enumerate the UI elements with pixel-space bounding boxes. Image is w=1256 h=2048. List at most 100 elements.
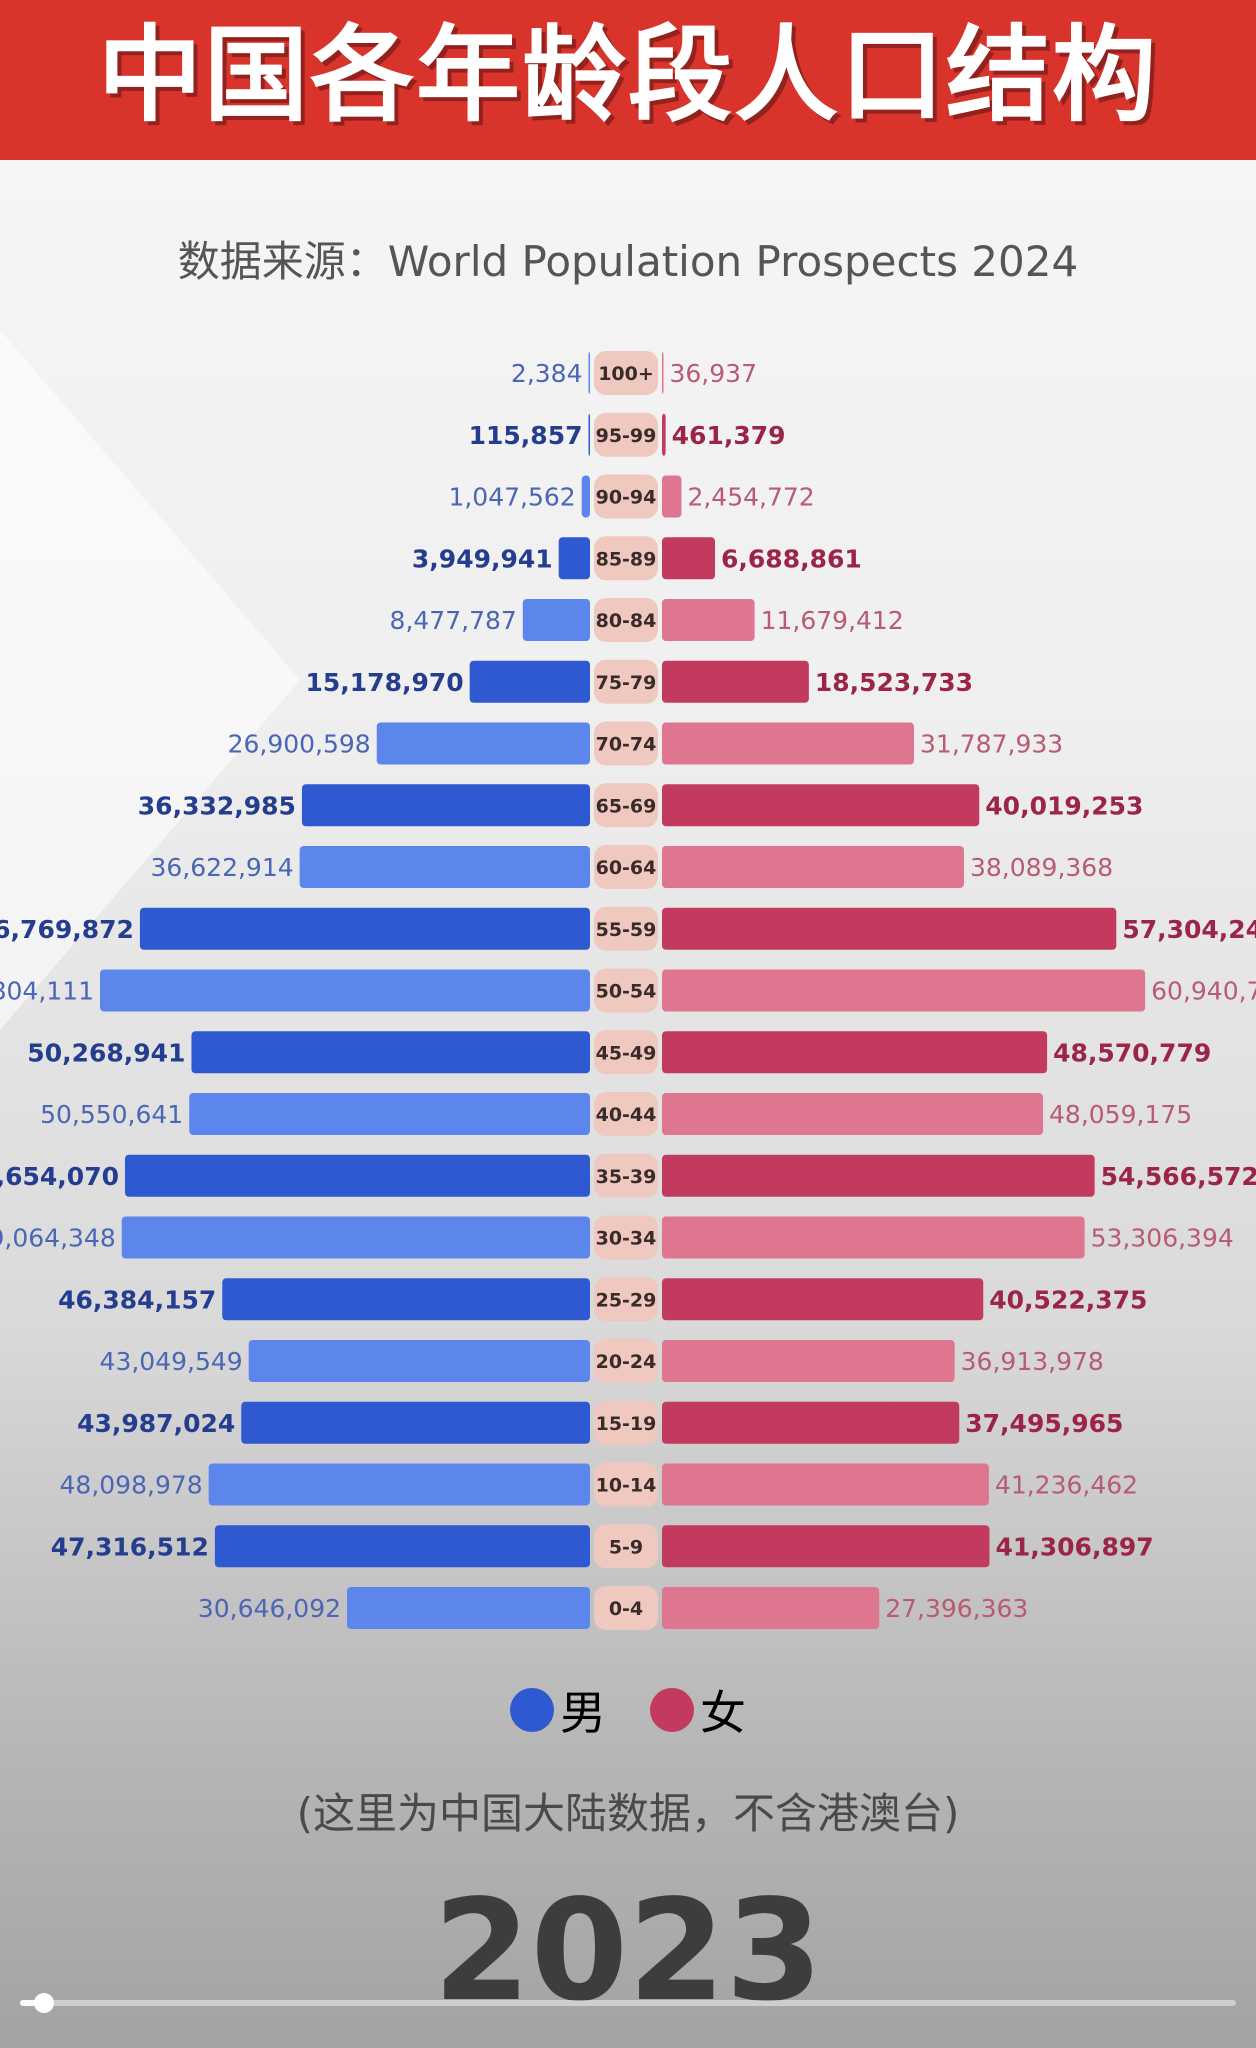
progress-fill	[20, 2000, 45, 2006]
male-value-label: 26,900,598	[228, 730, 371, 759]
age-group-pill	[594, 1524, 658, 1569]
age-group-label: 60-64	[596, 857, 657, 879]
female-bar-60-64	[662, 846, 964, 888]
male-bar-60-64	[299, 846, 590, 888]
male-value-label: 8,477,787	[390, 606, 517, 635]
female-value-label: 54,566,572	[1101, 1162, 1256, 1191]
female-bar-45-49	[662, 1031, 1048, 1074]
female-bar-55-59	[662, 907, 1117, 950]
age-group-label: 75-79	[596, 672, 657, 694]
female-value-label: 38,089,368	[970, 853, 1113, 882]
female-value-label: 53,306,394	[1091, 1224, 1234, 1253]
female-value-label: 57,304,248	[1122, 915, 1256, 944]
age-group-label: 10-14	[596, 1475, 657, 1497]
male-bar-5-9	[214, 1525, 590, 1568]
age-group-label: 85-89	[596, 548, 657, 570]
age-group-pill	[594, 1277, 658, 1322]
age-group-pill	[594, 906, 658, 951]
chart-legend: 男 女	[0, 1680, 1256, 1740]
female-value-label: 40,019,253	[985, 791, 1143, 820]
age-group-label: 50-54	[596, 981, 657, 1003]
female-bar-0-4	[662, 1587, 880, 1629]
male-bar-25-29	[222, 1278, 590, 1321]
female-bar-90-94	[662, 475, 682, 518]
female-value-label: 41,236,462	[995, 1471, 1138, 1500]
male-value-label: 46,384,157	[58, 1285, 216, 1314]
male-bar-55-59	[139, 907, 590, 950]
age-group-pill	[594, 1400, 658, 1445]
female-bar-15-19	[662, 1401, 960, 1444]
progress-knob[interactable]	[34, 1993, 55, 2013]
female-bar-70-74	[662, 722, 915, 765]
female-value-label: 18,523,733	[815, 668, 973, 697]
female-bar-80-84	[662, 599, 755, 641]
female-value-label: 11,679,412	[761, 606, 904, 635]
age-group-label: 40-44	[596, 1104, 657, 1126]
male-bar-70-74	[376, 722, 590, 765]
female-value-label: 27,396,363	[885, 1594, 1028, 1623]
population-pyramid-chart: 100+ 2,384 36,937 95-99 115,857 461,379 90-94 1…	[0, 351, 1256, 1630]
age-group-pill	[594, 412, 658, 457]
male-bar-35-39	[124, 1154, 590, 1197]
age-group-label: 35-39	[596, 1166, 657, 1188]
female-value-label: 461,379	[672, 421, 786, 450]
male-bar-0-4	[347, 1587, 590, 1629]
male-bar-15-19	[241, 1401, 590, 1444]
age-group-pill	[594, 783, 658, 828]
female-bar-65-69	[662, 784, 980, 827]
male-bar-100+	[588, 352, 590, 394]
age-group-pill	[594, 474, 658, 519]
age-group-label: 80-84	[596, 610, 657, 632]
legend-dot-male	[510, 1688, 554, 1732]
year-label: 2023	[433, 1870, 823, 2033]
female-value-label: 40,522,375	[989, 1285, 1147, 1314]
age-group-label: 15-19	[596, 1413, 657, 1435]
female-value-label: 2,454,772	[687, 483, 814, 512]
male-value-label: 9,064,348	[0, 1224, 116, 1253]
age-group-label: 0-4	[609, 1598, 643, 1620]
female-bar-95-99	[662, 413, 666, 456]
female-value-label: 41,306,897	[995, 1532, 1153, 1561]
data-source-label: 数据来源：World Population Prospects 2024	[177, 237, 1079, 286]
legend-label-female: 女	[700, 1686, 746, 1740]
male-bar-85-89	[558, 537, 590, 580]
age-group-label: 25-29	[596, 1289, 657, 1311]
legend-item-male: 男	[510, 1677, 606, 1743]
male-value-label: 3,949,941	[412, 544, 553, 573]
male-value-label: 36,622,914	[151, 853, 294, 882]
age-group-label: 65-69	[596, 795, 657, 817]
age-group-label: 45-49	[596, 1042, 657, 1064]
age-group-label: 30-34	[596, 1228, 657, 1250]
age-group-pill	[594, 536, 658, 581]
age-group-pill	[594, 721, 658, 766]
male-value-label: 50,550,641	[40, 1100, 183, 1129]
female-value-label: 6,688,861	[721, 544, 862, 573]
male-value-label: 30,646,092	[198, 1594, 341, 1623]
female-bar-40-44	[662, 1093, 1044, 1135]
male-value-label: 804,111	[0, 977, 94, 1006]
male-bar-45-49	[191, 1031, 591, 1074]
female-value-label: 36,937	[670, 359, 757, 388]
age-group-label: 55-59	[596, 919, 657, 941]
legend-label-male: 男	[560, 1686, 606, 1740]
female-bar-35-39	[662, 1154, 1095, 1197]
male-value-label: 115,857	[469, 421, 583, 450]
female-bar-100+	[662, 352, 664, 394]
page-title: 中国各年龄段人口结构	[0, 0, 1256, 160]
female-value-label: 36,913,978	[961, 1347, 1104, 1376]
video-progress-bar[interactable]	[20, 1993, 1236, 2013]
male-value-label: 15,178,970	[306, 668, 464, 697]
age-group-pill	[594, 1092, 658, 1136]
female-bar-75-79	[662, 660, 809, 703]
male-bar-10-14	[208, 1463, 590, 1506]
age-group-pill	[594, 598, 658, 642]
female-bar-25-29	[662, 1278, 984, 1321]
female-value-label: 60,940,7	[1151, 977, 1256, 1006]
age-group-pill	[594, 1153, 658, 1198]
male-bar-65-69	[301, 784, 590, 827]
female-value-label: 48,570,779	[1053, 1038, 1211, 1067]
age-group-label: 5-9	[609, 1536, 643, 1558]
male-bar-20-24	[248, 1340, 590, 1382]
male-value-label: 1,047,562	[448, 483, 575, 512]
female-value-label: 31,787,933	[920, 730, 1063, 759]
